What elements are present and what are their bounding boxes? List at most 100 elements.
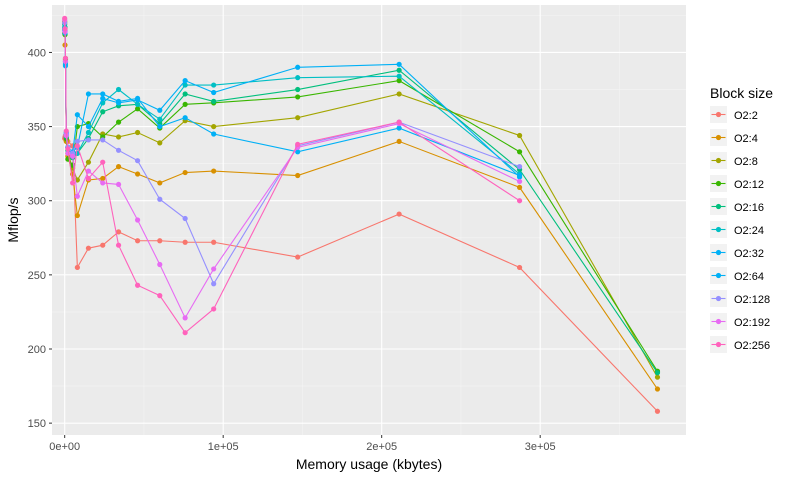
data-point <box>85 137 92 143</box>
data-point <box>295 75 301 81</box>
data-point <box>134 106 141 112</box>
data-point <box>100 91 106 97</box>
data-point <box>654 374 661 380</box>
data-point <box>85 129 92 136</box>
data-point <box>182 330 188 336</box>
legend-key-point <box>715 318 722 325</box>
legend-key-point <box>715 249 722 256</box>
data-point <box>396 78 402 84</box>
data-point <box>295 172 301 179</box>
legend-item: O2:256 <box>710 336 770 353</box>
data-point <box>516 198 523 204</box>
legend-item: O2:24 <box>710 221 764 238</box>
legend-key-point <box>715 157 722 164</box>
data-point <box>182 239 188 245</box>
data-point <box>100 159 106 165</box>
data-point <box>134 217 141 223</box>
data-point <box>85 175 92 182</box>
data-point <box>70 153 76 159</box>
legend-item: O2:12 <box>710 175 764 192</box>
y-tick-label: 200 <box>28 344 46 356</box>
legend-label: O2:2 <box>734 110 758 122</box>
data-point <box>62 55 69 61</box>
legend-key-point <box>715 203 722 210</box>
data-point <box>654 386 661 392</box>
data-point <box>134 101 141 107</box>
x-tick-label: 0e+00 <box>49 441 80 453</box>
data-point <box>74 143 80 149</box>
data-point <box>115 98 122 104</box>
data-point <box>396 73 402 79</box>
data-point <box>295 64 301 70</box>
data-point <box>654 370 661 376</box>
data-point <box>134 158 141 164</box>
data-point <box>100 109 106 115</box>
y-tick-label: 150 <box>28 418 46 430</box>
data-point <box>396 61 402 67</box>
y-axis-title: Mflop/s <box>5 197 21 242</box>
data-point <box>516 184 523 190</box>
data-point <box>115 164 122 170</box>
data-point <box>157 123 163 130</box>
data-point <box>85 168 92 174</box>
legend: Block size O2:2 O2:4 O2:8 O2:12 O2:16 O2:24 O2… <box>710 85 773 353</box>
data-point <box>182 82 188 88</box>
legend-item: O2:192 <box>710 313 770 330</box>
data-point <box>74 264 80 271</box>
y-tick-label: 350 <box>28 122 46 134</box>
data-point <box>134 282 141 288</box>
legend-key-point <box>715 111 722 118</box>
legend-label: O2:128 <box>734 294 770 306</box>
data-point <box>211 168 217 174</box>
data-point <box>516 172 523 179</box>
data-point <box>157 196 163 202</box>
data-point <box>74 112 80 118</box>
data-point <box>396 138 402 145</box>
legend-item: O2:4 <box>710 129 758 146</box>
legend-label: O2:16 <box>734 202 764 214</box>
data-point <box>157 116 163 122</box>
legend-key-point <box>715 272 722 279</box>
legend-item: O2:32 <box>710 244 764 261</box>
data-point <box>63 128 69 134</box>
data-point <box>85 91 92 97</box>
data-point <box>396 119 402 125</box>
data-point <box>211 131 217 137</box>
data-point <box>85 159 92 165</box>
data-point <box>100 175 106 182</box>
data-point <box>295 115 301 121</box>
legend-label: O2:192 <box>734 317 770 329</box>
y-tick-label: 250 <box>28 270 46 282</box>
y-tick-label: 400 <box>28 47 46 59</box>
data-point <box>295 86 301 93</box>
data-point <box>396 125 402 131</box>
legend-key-point <box>715 226 722 233</box>
data-point <box>516 264 523 271</box>
legend-label: O2:64 <box>734 271 764 283</box>
data-point <box>157 238 163 244</box>
data-point <box>396 211 402 217</box>
legend-key-point <box>715 180 722 187</box>
data-point <box>100 180 106 186</box>
data-point <box>516 132 523 139</box>
data-point <box>157 261 163 268</box>
x-tick-label: 3e+05 <box>525 441 556 453</box>
data-point <box>85 245 92 251</box>
legend-item: O2:2 <box>710 106 758 123</box>
data-point <box>74 212 80 219</box>
legend-item: O2:16 <box>710 198 764 215</box>
y-tick-label: 300 <box>28 196 46 208</box>
data-point <box>396 91 402 97</box>
data-point <box>157 180 163 186</box>
legend-label: O2:256 <box>734 340 770 352</box>
data-point <box>65 146 71 152</box>
data-point <box>134 95 141 102</box>
data-point <box>211 239 217 245</box>
data-point <box>62 15 68 21</box>
x-tick-label: 2e+05 <box>366 441 397 453</box>
legend-key-point <box>715 341 722 348</box>
axes: 0e+00 1e+05 2e+05 3e+05 150 200 250 300 350 400 <box>28 47 556 453</box>
data-point <box>211 266 217 272</box>
